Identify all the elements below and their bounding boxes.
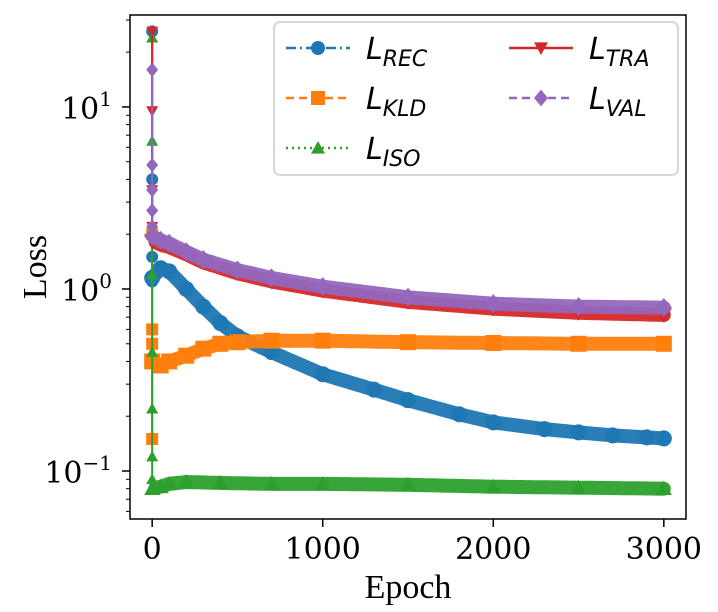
data-point-val xyxy=(229,260,246,280)
legend-label-rec: LREC xyxy=(366,32,428,72)
data-point-rec xyxy=(195,298,212,315)
spike-marker-val xyxy=(146,62,159,77)
spike-marker-tra xyxy=(146,26,159,38)
legend-entry-kld: LKLD xyxy=(286,82,426,122)
data-point-rec xyxy=(178,280,195,297)
legend-entry-rec: LREC xyxy=(286,32,428,72)
data-point-rec xyxy=(365,381,382,398)
data-point-rec xyxy=(212,315,229,332)
data-point-kld xyxy=(400,334,416,351)
spike-marker-iso xyxy=(146,268,159,280)
axis-ticks: 0 1000 2000 3000 10−1 100 101 xyxy=(44,19,702,567)
data-point-val xyxy=(195,250,212,270)
x-tick-label: 0 xyxy=(143,532,162,567)
data-point-iso xyxy=(655,480,672,496)
spike-marker-iso xyxy=(146,402,159,414)
data-point-rec xyxy=(655,430,672,447)
data-point-kld xyxy=(263,332,280,349)
data-point-iso xyxy=(485,478,502,494)
x-axis-label: Epoch xyxy=(365,569,452,606)
data-point-kld xyxy=(195,340,212,357)
data-point-iso xyxy=(212,474,229,490)
data-point-iso xyxy=(314,475,331,491)
plot-series xyxy=(144,25,672,496)
data-point-rec xyxy=(604,427,621,444)
data-point-iso xyxy=(400,476,416,492)
data-point-kld xyxy=(161,353,178,370)
data-point-iso xyxy=(161,475,178,491)
data-point-kld xyxy=(229,334,246,351)
legend-entry-val: LVAL xyxy=(509,82,647,122)
data-point-kld xyxy=(655,335,672,352)
spike-marker-val xyxy=(146,182,159,198)
spike-marker-iso xyxy=(146,346,159,357)
x-tick-label: 3000 xyxy=(626,532,702,567)
y-tick-label: 100 xyxy=(61,269,112,309)
plot-frame xyxy=(129,14,687,520)
data-point-rec xyxy=(536,421,553,438)
legend-marker-rec xyxy=(311,41,325,55)
legend-marker-val xyxy=(534,89,548,107)
legend-label-val: LVAL xyxy=(589,82,647,122)
data-point-rec xyxy=(451,406,468,423)
data-point-val xyxy=(178,242,195,262)
data-point-kld xyxy=(178,347,195,364)
y-tick-label: 10−1 xyxy=(44,451,112,491)
data-point-iso xyxy=(178,474,195,489)
legend-frame xyxy=(273,21,679,176)
legend-entries: LREC LKLD LISO LTRA LVAL xyxy=(286,32,650,172)
series-L_ISO xyxy=(144,31,672,496)
data-point-rec xyxy=(400,392,416,409)
data-point-val xyxy=(655,298,672,318)
legend-label-iso: LISO xyxy=(366,132,421,172)
data-point-val xyxy=(263,268,280,288)
y-tick-label: 101 xyxy=(61,87,112,127)
data-point-kld xyxy=(314,332,331,349)
legend-marker-tra xyxy=(534,42,548,55)
spike-marker-val xyxy=(146,203,159,218)
data-point-rec xyxy=(485,414,502,431)
data-point-iso xyxy=(263,475,280,491)
data-point-val xyxy=(485,294,502,314)
data-point-rec xyxy=(161,263,178,280)
data-point-val xyxy=(570,297,587,317)
y-axis-label: Loss xyxy=(17,235,54,299)
x-tick-label: 1000 xyxy=(285,532,361,567)
legend-label-tra: LTRA xyxy=(589,32,650,72)
data-point-val xyxy=(314,277,331,297)
spike-marker-iso xyxy=(146,450,159,462)
data-point-val xyxy=(161,233,178,254)
data-point-rec xyxy=(314,366,331,383)
data-point-iso xyxy=(570,479,587,495)
x-tick-label: 2000 xyxy=(455,532,531,567)
data-point-kld xyxy=(212,335,229,352)
data-point-val xyxy=(400,287,416,307)
legend-entry-tra: LTRA xyxy=(509,32,650,72)
series-L_VAL xyxy=(144,62,672,318)
legend-marker-iso xyxy=(311,141,325,154)
legend-label-kld: LKLD xyxy=(366,82,426,122)
legend: LREC LKLD LISO LTRA LVAL xyxy=(273,21,679,176)
data-point-rec xyxy=(570,424,587,441)
spike-marker-val xyxy=(146,157,159,173)
data-point-kld xyxy=(570,335,587,352)
data-point-rec xyxy=(638,429,655,446)
legend-entry-iso: LISO xyxy=(286,132,421,172)
data-point-kld xyxy=(485,334,502,351)
legend-marker-kld xyxy=(311,91,325,105)
